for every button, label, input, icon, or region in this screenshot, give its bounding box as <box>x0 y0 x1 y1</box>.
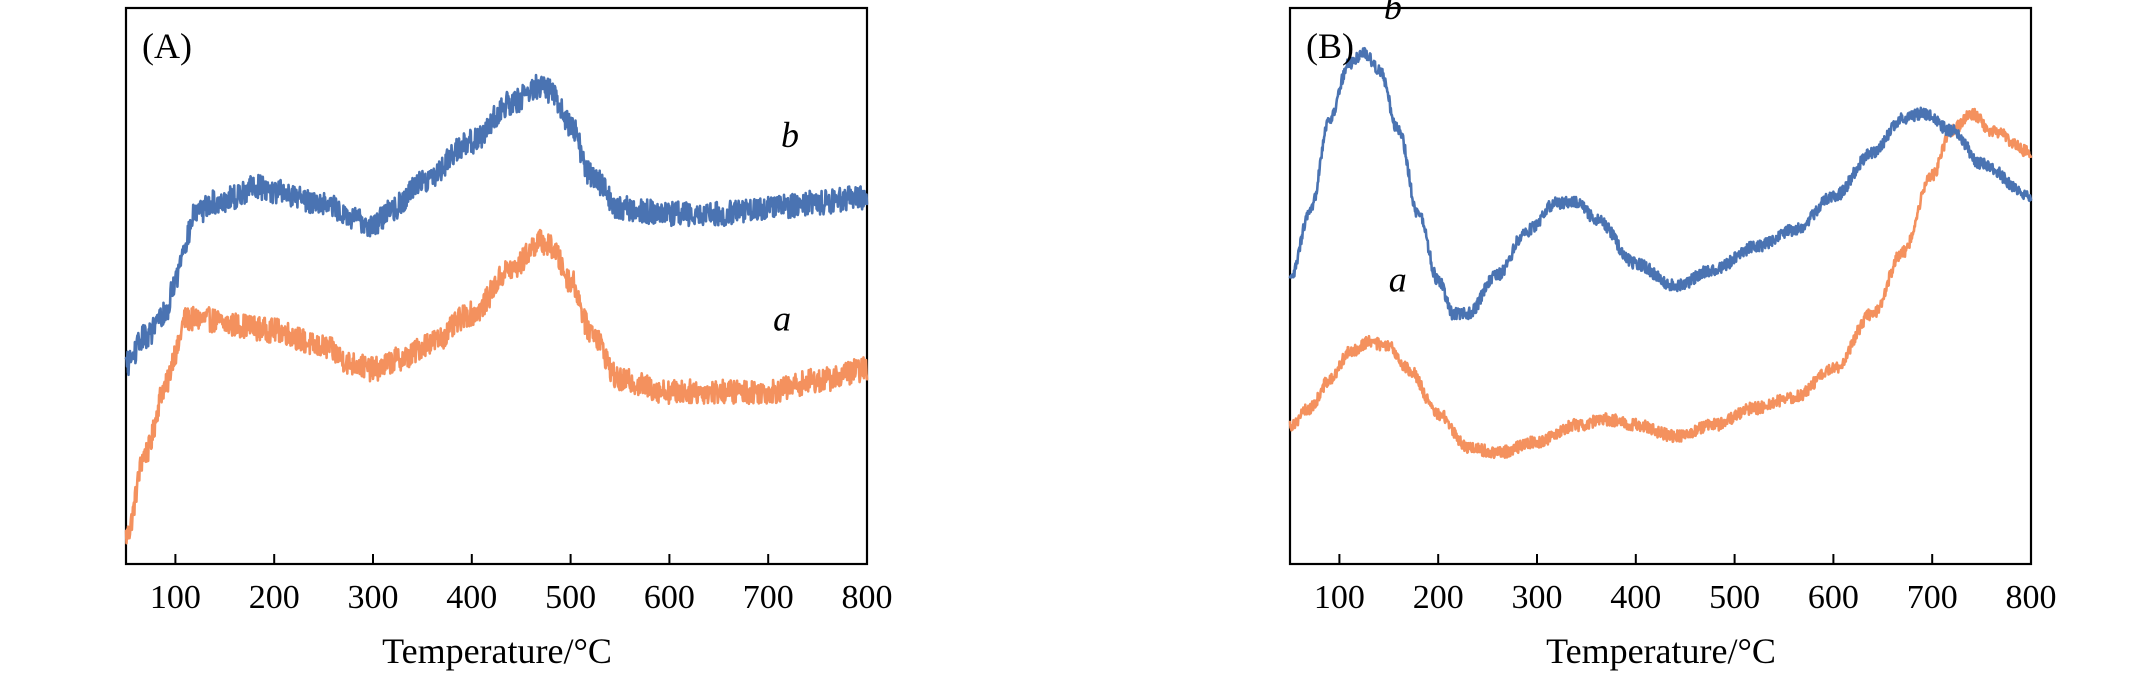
panel-a-frame <box>124 6 869 566</box>
panel-b-x-axis-title: Temperature/°C <box>1546 631 1776 671</box>
panel-a-x-axis-title: Temperature/°C <box>382 631 612 671</box>
panel-a-series-a-line <box>124 228 869 545</box>
panel-a-series-b <box>124 73 869 377</box>
panel-a-x-tick-label-800: 800 <box>842 579 893 616</box>
panel-b-series-a-line <box>1288 107 2033 460</box>
panel-b-series-a <box>1288 107 2033 460</box>
panel-b-series-b-label: b <box>1384 0 1402 27</box>
panel-a-x-tick-label-300: 300 <box>348 579 399 616</box>
panel-b-x-tick-label-300: 300 <box>1512 579 1563 616</box>
panel-a-series-a <box>124 228 869 545</box>
panel-b-x-tick-label-700: 700 <box>1907 579 1958 616</box>
panel-b-x-tick-label-600: 600 <box>1808 579 1859 616</box>
panel-a-x-tick-label-500: 500 <box>545 579 596 616</box>
panel-a-x-tick-label-200: 200 <box>249 579 300 616</box>
panel-b-x-tick-label-400: 400 <box>1610 579 1661 616</box>
panel-a-series-b-line <box>124 73 869 377</box>
panel-b-series-a-label: a <box>1389 260 1407 300</box>
panel-b-x-tick-label-100: 100 <box>1314 579 1365 616</box>
panel-a-ticks: 100 200 300 400 500 600 700 800 <box>150 554 893 616</box>
panel-a: 100 200 300 400 500 600 700 800 (A) a b Tempera… <box>124 6 893 671</box>
panel-b-x-tick-label-800: 800 <box>2006 579 2057 616</box>
panel-a-x-tick-label-400: 400 <box>446 579 497 616</box>
panel-b-frame <box>1288 6 2033 566</box>
panel-a-x-tick-label-100: 100 <box>150 579 201 616</box>
panel-b-series-b <box>1288 46 2033 321</box>
panel-a-series-a-label: a <box>773 299 791 339</box>
panel-b-series-b-line <box>1288 46 2033 321</box>
panel-b-label: (B) <box>1306 26 1354 66</box>
panel-b: 100 200 300 400 500 600 700 800 (B) a b Tempera… <box>1288 0 2057 671</box>
panel-a-series-b-label: b <box>781 115 799 155</box>
panel-a-label: (A) <box>142 26 192 66</box>
panel-a-x-tick-label-600: 600 <box>644 579 695 616</box>
panel-b-x-tick-label-500: 500 <box>1709 579 1760 616</box>
panel-b-x-tick-label-200: 200 <box>1413 579 1464 616</box>
panel-b-ticks: 100 200 300 400 500 600 700 800 <box>1314 554 2057 616</box>
panel-a-x-tick-label-700: 700 <box>743 579 794 616</box>
